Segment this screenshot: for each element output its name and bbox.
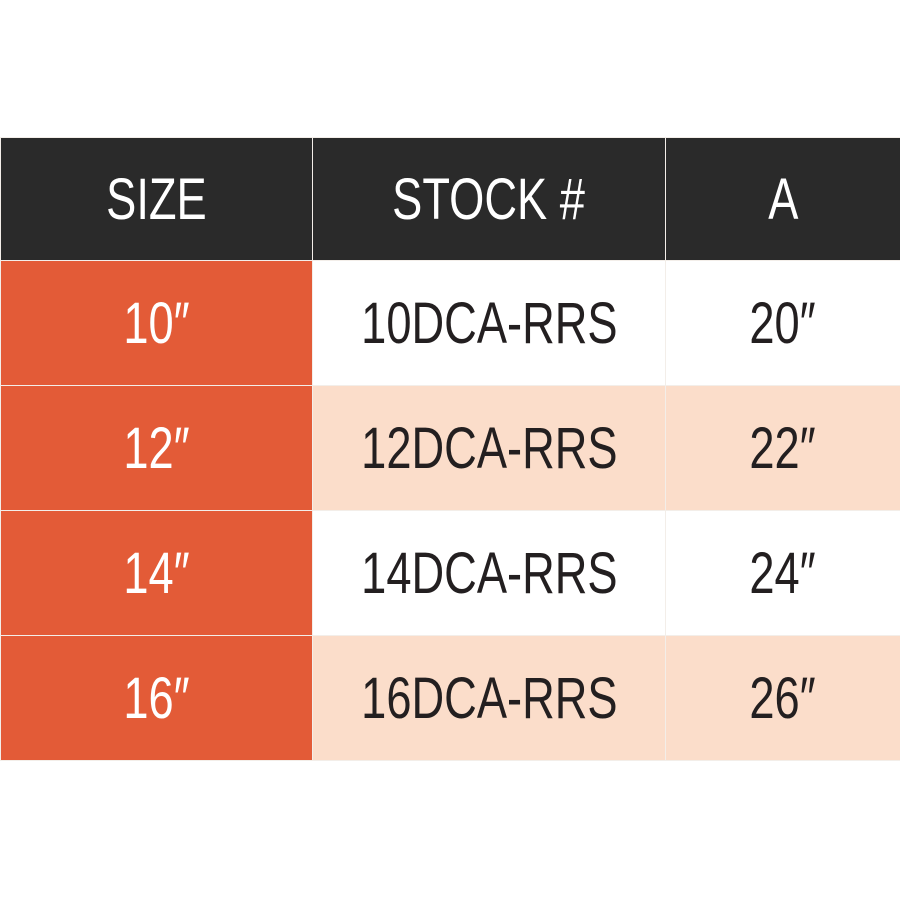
header-size: SIZE — [0, 137, 313, 261]
stock-value: 16DCA-RRS — [360, 665, 618, 731]
header-a-label: A — [767, 166, 799, 232]
header-stock-label: STOCK # — [392, 166, 586, 232]
a-cell: 20″ — [665, 260, 900, 386]
stock-cell: 10DCA-RRS — [312, 260, 666, 386]
stock-cell: 12DCA-RRS — [312, 385, 666, 511]
a-cell: 22″ — [665, 385, 900, 511]
a-value: 22″ — [749, 415, 817, 481]
header-size-label: SIZE — [106, 166, 207, 232]
size-table: SIZE STOCK # A 10″ 10DCA-RRS 20″ 12″ 12D… — [0, 137, 900, 761]
table-row: 10″ 10DCA-RRS 20″ — [0, 260, 900, 386]
table-row: 12″ 12DCA-RRS 22″ — [0, 385, 900, 511]
size-cell: 12″ — [0, 385, 313, 511]
size-cell: 14″ — [0, 510, 313, 636]
a-value: 26″ — [749, 665, 817, 731]
a-cell: 24″ — [665, 510, 900, 636]
a-value: 24″ — [749, 540, 817, 606]
table-row: 14″ 14DCA-RRS 24″ — [0, 510, 900, 636]
stock-value: 14DCA-RRS — [360, 540, 618, 606]
stock-cell: 16DCA-RRS — [312, 635, 666, 761]
a-cell: 26″ — [665, 635, 900, 761]
table-row: 16″ 16DCA-RRS 26″ — [0, 635, 900, 761]
size-value: 14″ — [123, 540, 190, 606]
size-value: 12″ — [123, 415, 190, 481]
stock-value: 12DCA-RRS — [360, 415, 618, 481]
stock-value: 10DCA-RRS — [360, 290, 618, 356]
header-row: SIZE STOCK # A — [0, 137, 900, 261]
size-cell: 16″ — [0, 635, 313, 761]
size-value: 16″ — [123, 665, 190, 731]
size-cell: 10″ — [0, 260, 313, 386]
header-a: A — [665, 137, 900, 261]
header-stock: STOCK # — [312, 137, 666, 261]
size-value: 10″ — [123, 290, 190, 356]
a-value: 20″ — [749, 290, 817, 356]
stock-cell: 14DCA-RRS — [312, 510, 666, 636]
